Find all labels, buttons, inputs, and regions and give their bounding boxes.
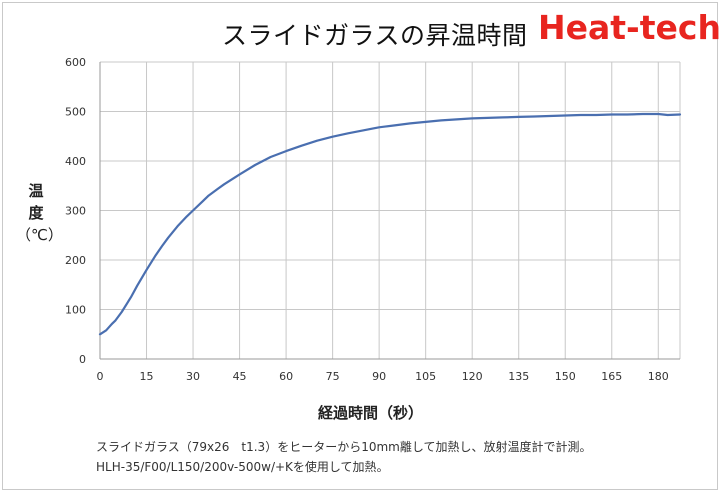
y-axis-label: 温 度 （℃） [16,180,63,246]
chart-frame [2,2,718,490]
x-tick-label: 30 [186,370,200,383]
x-tick-label: 90 [372,370,386,383]
y-tick-label: 400 [65,155,86,168]
series-line-1 [98,112,682,336]
x-tick-label: 15 [140,370,154,383]
grid-lines [99,61,681,360]
y-tick-label: 200 [65,254,86,267]
x-tick-label: 60 [279,370,293,383]
x-tick-label: 165 [601,370,622,383]
y-tick-label: 300 [65,205,86,218]
y-tick-label: 0 [79,353,86,366]
x-tick-label: 0 [97,370,104,383]
y-tick-label: 500 [65,106,86,119]
series-group [98,112,682,336]
x-tick-label: 120 [462,370,483,383]
y-axis-label-char-2: 度 [28,204,44,222]
x-tick-label: 105 [415,370,436,383]
x-axis-label: 経過時間（秒） [318,404,424,422]
caption-line-1: スライドガラス（79x26 t1.3）をヒーターから10mm離して加熱し、放射温… [96,440,592,454]
caption-line-2: HLH-35/F00/L150/200v-500w/+Kを使用して加熱。 [96,460,389,474]
x-tick-label: 45 [233,370,247,383]
axes [99,62,680,360]
brand-logo: Heat-tech [538,8,721,47]
tick-labels: 0 100 200 300 400 500 600 0 15 30 45 60 75 90 105 120 13… [65,56,669,383]
y-axis-unit: （℃） [16,226,63,244]
x-tick-label: 135 [508,370,529,383]
y-tick-label: 100 [65,304,86,317]
x-tick-label: 75 [326,370,340,383]
chart-title: スライドガラスの昇温時間 [222,21,528,50]
x-tick-label: 180 [648,370,669,383]
x-tick-label: 150 [555,370,576,383]
y-axis-label-char-1: 温 [28,182,44,200]
y-tick-label: 600 [65,56,86,69]
